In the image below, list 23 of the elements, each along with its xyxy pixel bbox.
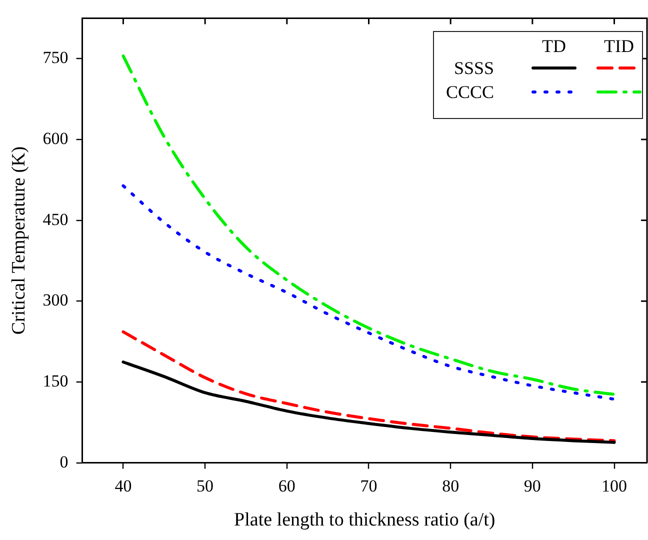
- x-axis-title: Plate length to thickness ratio (a/t): [234, 510, 496, 531]
- y-tick-label: 450: [42, 210, 68, 229]
- x-tick-label: 70: [360, 476, 378, 496]
- line-series: [122, 54, 616, 396]
- annotation: CCCC: [446, 82, 494, 102]
- x-tick-label: 40: [114, 476, 132, 496]
- annotation: TD: [542, 36, 566, 56]
- line-series: [122, 360, 616, 444]
- line-series: [122, 330, 616, 442]
- y-tick-label: 600: [42, 128, 68, 148]
- y-tick-label: 0: [60, 452, 68, 472]
- line-series: [122, 184, 616, 401]
- y-tick-label: 750: [42, 48, 68, 68]
- x-tick-label: 50: [196, 476, 214, 496]
- y-tick-label: 300: [42, 290, 68, 310]
- y-tick-label: 150: [42, 371, 68, 390]
- annotation: SSSS: [454, 58, 494, 78]
- x-tick-label: 90: [524, 476, 541, 496]
- x-tick-label: 60: [278, 476, 296, 496]
- x-tick-label: 80: [442, 476, 460, 496]
- annotation: TID: [604, 36, 634, 56]
- x-tick-label: 100: [602, 476, 628, 496]
- y-axis-title: Critical Temperature (K): [8, 146, 30, 335]
